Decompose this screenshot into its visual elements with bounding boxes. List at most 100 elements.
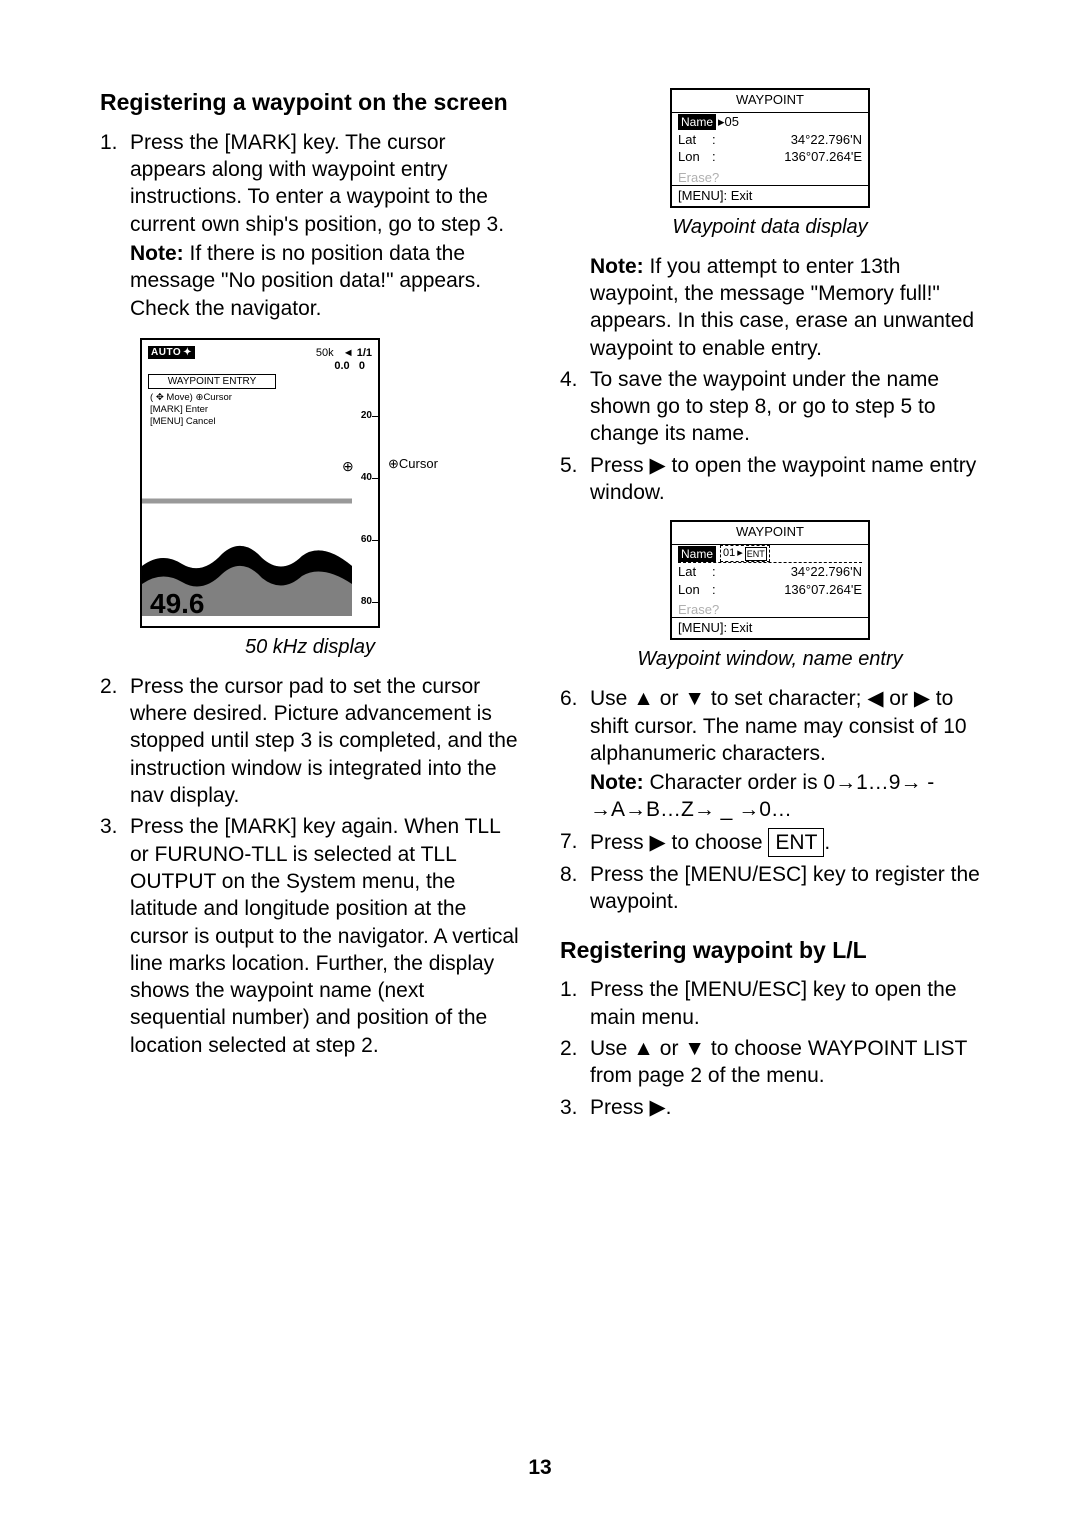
step-text: Press the [MARK] key again. When TLL or … [130,815,519,1056]
entry-line: ( ✥ Move) ⊕Cursor [150,392,276,404]
two-column-layout: Registering a waypoint on the screen 1. … [100,88,980,1125]
ent-button-box: ENT [768,828,824,857]
menu-exit: [MENU]: Exit [672,185,868,206]
ll-step-2: 2. Use ▲ or ▼ to choose WAYPOINT LIST fr… [560,1035,980,1090]
step-text: Press the [MENU/ESC] key to open the mai… [590,978,957,1028]
step-number: 7. [560,828,578,855]
lon-label: Lon [678,148,712,166]
section-heading-register-ll: Registering waypoint by L/L [560,936,980,965]
step-text: To save the waypoint under the name show… [590,368,939,446]
step-5: 5. Press ▶ to open the waypoint name ent… [560,452,980,507]
step-text: Press the cursor pad to set the cursor w… [130,675,518,807]
entry-panel-title: WAYPOINT ENTRY [148,374,276,389]
cursor-crosshair-icon: ⊕ [195,392,203,403]
figure-caption: Waypoint window, name entry [560,648,980,671]
pointer-icon: ▸ [737,546,743,561]
step-number: 2. [560,1035,578,1062]
waypoint-data-figure: WAYPOINT Name ▸ 05 Lat : 34°22.796'N Lon… [670,88,870,208]
steps-list-right-2: 6. Use ▲ or ▼ to set character; ◀ or ▶ t… [560,685,980,915]
step-3: 3. Press the [MARK] key again. When TLL … [100,813,520,1059]
erase-prompt: Erase? [672,166,868,185]
sonar-top-right: 50k ◄ 1/1 [316,347,372,359]
section-heading-register-screen: Registering a waypoint on the screen [100,88,520,117]
steps-list-ll: 1. Press the [MENU/ESC] key to open the … [560,976,980,1120]
step-number: 1. [100,129,118,156]
depth-scale: 20 40 60 80 [350,368,372,620]
entry-line: [MENU] Cancel [150,416,276,428]
step-text: Press ▶. [590,1096,672,1119]
tick-60: 60 [350,534,372,545]
note-label: Note: [590,771,644,794]
lat-label: Lat [678,563,712,581]
figure-caption: Waypoint data display [560,216,980,239]
waypoint-window: WAYPOINT Name 01 ▸ ENT Lat : 34°22.796'N [670,520,870,640]
step-number: 4. [560,366,578,393]
wp-title: WAYPOINT [672,522,868,541]
ll-step-3: 3. Press ▶. [560,1094,980,1121]
ll-step-1: 1. Press the [MENU/ESC] key to open the … [560,976,980,1031]
step-1: 1. Press the [MARK] key. The cursor appe… [100,129,520,322]
move-arrows-icon: ✥ [156,392,164,403]
note-block: Note: If you attempt to enter 13th waypo… [560,253,980,362]
tick-80: 80 [350,596,372,607]
right-column: WAYPOINT Name ▸ 05 Lat : 34°22.796'N Lon… [560,88,980,1125]
name-value: 05 [725,113,739,131]
waypoint-entry-panel: WAYPOINT ENTRY ( ✥ Move) ⊕Cursor [MARK] … [148,374,276,428]
auto-badge: AUTO ✦ [148,346,195,359]
step-8: 8. Press the [MENU/ESC] key to register … [560,861,980,916]
lon-value: 136°07.264'E [784,581,862,599]
erase-prompt: Erase? [672,598,868,617]
wp-lat-row: Lat : 34°22.796'N [672,563,868,581]
tick-20: 20 [350,410,372,421]
left-column: Registering a waypoint on the screen 1. … [100,88,520,1125]
ent-mini: ENT [745,547,767,561]
step-number: 8. [560,861,578,888]
sonar-screen: AUTO ✦ 50k ◄ 1/1 0.0 0 WAYPOINT ENTRY ( … [140,338,380,628]
step-text: Press the [MENU/ESC] key to register the… [590,863,980,913]
menu-exit: [MENU]: Exit [672,617,868,638]
step-text: Use ▲ or ▼ to choose WAYPOINT LIST from … [590,1037,967,1087]
step-text-end: . [824,831,830,854]
cursor-callout: ⊕Cursor [388,456,438,472]
step-text: Press ▶ to open the waypoint name entry … [590,454,976,504]
waypoint-window: WAYPOINT Name ▸ 05 Lat : 34°22.796'N Lon… [670,88,870,208]
step-number: 3. [100,813,118,840]
wp-lon-row: Lon : 136°07.264'E [672,581,868,599]
step-number: 5. [560,452,578,479]
entry-line: [MARK] Enter [150,404,276,416]
entry-panel-body: ( ✥ Move) ⊕Cursor [MARK] Enter [MENU] Ca… [148,389,276,428]
wp-title: WAYPOINT [672,90,868,109]
cursor-crosshair-icon: ⊕ [342,458,354,475]
wp-name-row: Name 01 ▸ ENT [672,545,868,562]
figure-caption: 50 kHz display [100,636,520,659]
page-indicator: 1/1 [357,347,372,359]
waypoint-name-entry-figure: WAYPOINT Name 01 ▸ ENT Lat : 34°22.796'N [670,520,870,640]
wp-lon-row: Lon : 136°07.264'E [672,148,868,166]
sonar-zero-row: 0.0 0 [142,360,378,372]
auto-icon: ✦ [183,347,192,358]
step-6: 6. Use ▲ or ▼ to set character; ◀ or ▶ t… [560,685,980,823]
step-4: 4. To save the waypoint under the name s… [560,366,980,448]
scale-text: 50k [316,347,334,359]
step-text: Press the [MARK] key. The cursor appears… [130,131,504,236]
step-number: 3. [560,1094,578,1121]
name-edit-field: 01 ▸ ENT [720,545,770,562]
cursor-crosshair-icon: ⊕ [388,456,399,471]
lon-label: Lon [678,581,712,599]
step-number: 6. [560,685,578,712]
steps-list-right: 4. To save the waypoint under the name s… [560,366,980,506]
name-edit-value: 01 [723,546,735,561]
name-field-label: Name [678,114,716,130]
sonar-figure: AUTO ✦ 50k ◄ 1/1 0.0 0 WAYPOINT ENTRY ( … [140,338,430,628]
step-number: 1. [560,976,578,1003]
zero-a: 0.0 [334,360,349,372]
note-text: If you attempt to enter 13th waypoint, t… [590,255,974,360]
auto-text: AUTO [151,347,181,358]
steps-list-left-2: 2. Press the cursor pad to set the curso… [100,673,520,1059]
wp-lat-row: Lat : 34°22.796'N [672,131,868,149]
cursor-callout-text: Cursor [399,456,438,471]
lon-value: 136°07.264'E [784,148,862,166]
step-text: Press ▶ to choose [590,831,768,854]
page-number: 13 [0,1456,1080,1480]
step-7: 7. Press ▶ to choose ENT . [560,828,980,857]
